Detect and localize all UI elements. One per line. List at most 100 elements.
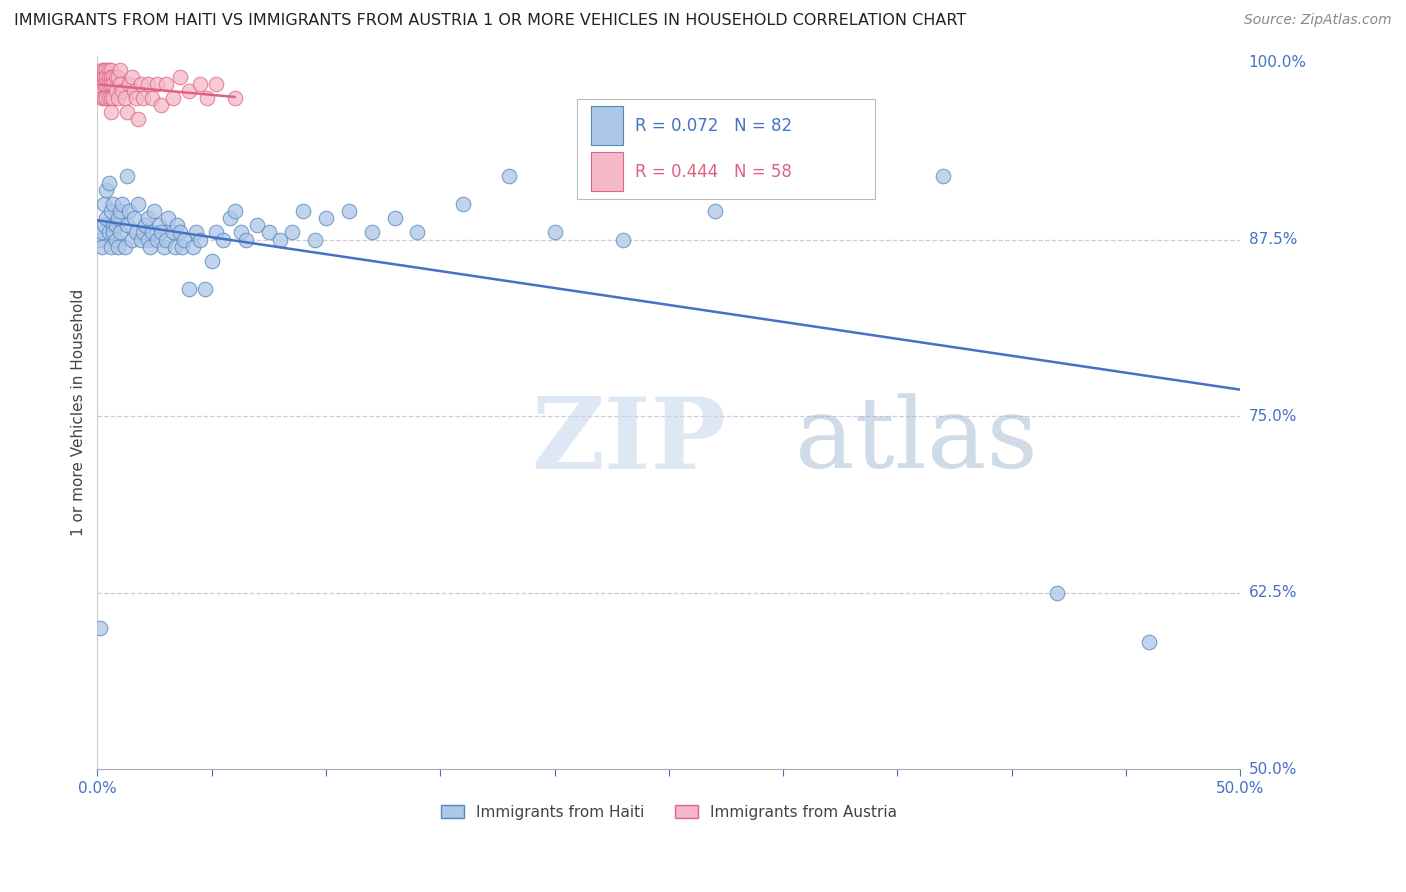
Point [93, 62, 115, 77]
Point [122, 211, 145, 226]
Point [932, 169, 955, 183]
Y-axis label: 1 or more Vehicles in Household: 1 or more Vehicles in Household [72, 289, 86, 536]
Text: 50.0%: 50.0% [1249, 762, 1296, 777]
Point [104, 233, 127, 247]
Text: IMMIGRANTS FROM HAITI VS IMMIGRANTS FROM AUSTRIA 1 OR MORE VEHICLES IN HOUSEHOLD: IMMIGRANTS FROM HAITI VS IMMIGRANTS FROM… [14, 13, 966, 29]
Point [136, 233, 159, 247]
Point [100, 239, 122, 253]
Point [612, 233, 634, 247]
Point [205, 77, 228, 91]
Bar [591, 106, 623, 145]
Point [103, 91, 125, 105]
Point [157, 211, 180, 226]
Point [90, 226, 112, 240]
Point [155, 233, 177, 247]
Point [90, 239, 112, 253]
Point [703, 204, 725, 219]
Point [103, 70, 125, 84]
Point [122, 84, 145, 98]
Point [188, 77, 211, 91]
Point [100, 91, 122, 105]
Point [114, 91, 136, 105]
Point [143, 204, 166, 219]
Point [146, 233, 169, 247]
Point [136, 211, 159, 226]
Point [93, 197, 115, 211]
Point [90, 62, 112, 77]
Point [121, 70, 143, 84]
Point [118, 204, 141, 219]
Point [107, 70, 129, 84]
Point [104, 84, 127, 98]
Point [108, 77, 131, 91]
Point [96, 77, 118, 91]
Point [451, 197, 474, 211]
Point [212, 233, 235, 247]
Point [93, 219, 115, 233]
Point [97, 70, 120, 84]
Point [136, 77, 159, 91]
Text: atlas: atlas [794, 393, 1038, 489]
Point [129, 77, 152, 91]
Point [96, 62, 118, 77]
Point [97, 176, 120, 190]
Point [103, 226, 125, 240]
Point [177, 282, 200, 296]
Point [93, 77, 115, 91]
Point [195, 91, 218, 105]
Point [108, 204, 131, 219]
Point [173, 233, 195, 247]
Text: R = 0.444   N = 58: R = 0.444 N = 58 [634, 162, 792, 180]
Point [103, 197, 125, 211]
Text: ZIP: ZIP [531, 392, 727, 490]
Point [139, 239, 162, 253]
Point [166, 219, 188, 233]
Point [292, 204, 315, 219]
Point [201, 253, 224, 268]
Point [103, 77, 125, 91]
Point [114, 239, 136, 253]
Point [90, 77, 112, 91]
Point [1137, 635, 1160, 649]
Point [97, 77, 120, 91]
Point [115, 219, 138, 233]
Point [100, 62, 122, 77]
Point [89, 70, 111, 84]
Point [89, 77, 111, 91]
Point [155, 77, 177, 91]
Point [107, 211, 129, 226]
Point [337, 204, 360, 219]
Point [125, 91, 148, 105]
Point [121, 233, 143, 247]
Point [148, 219, 170, 233]
Point [93, 91, 115, 105]
Point [89, 70, 111, 84]
Point [146, 77, 169, 91]
Text: 62.5%: 62.5% [1249, 585, 1298, 600]
Text: 100.0%: 100.0% [1249, 55, 1306, 70]
Point [132, 226, 155, 240]
Point [97, 62, 120, 77]
Point [100, 70, 122, 84]
Point [184, 226, 207, 240]
Bar [591, 152, 623, 191]
Point [384, 211, 406, 226]
Point [129, 233, 152, 247]
Point [107, 91, 129, 105]
Point [132, 91, 155, 105]
Point [108, 226, 131, 240]
Point [224, 204, 246, 219]
Point [97, 91, 120, 105]
Point [304, 233, 326, 247]
Text: 75.0%: 75.0% [1249, 409, 1296, 424]
Point [246, 219, 269, 233]
Text: Source: ZipAtlas.com: Source: ZipAtlas.com [1244, 13, 1392, 28]
Bar [578, 99, 875, 199]
Text: R = 0.072   N = 82: R = 0.072 N = 82 [634, 117, 792, 135]
Point [141, 226, 163, 240]
Point [107, 239, 129, 253]
Point [205, 226, 228, 240]
Point [96, 183, 118, 197]
Point [194, 282, 217, 296]
Point [188, 233, 211, 247]
